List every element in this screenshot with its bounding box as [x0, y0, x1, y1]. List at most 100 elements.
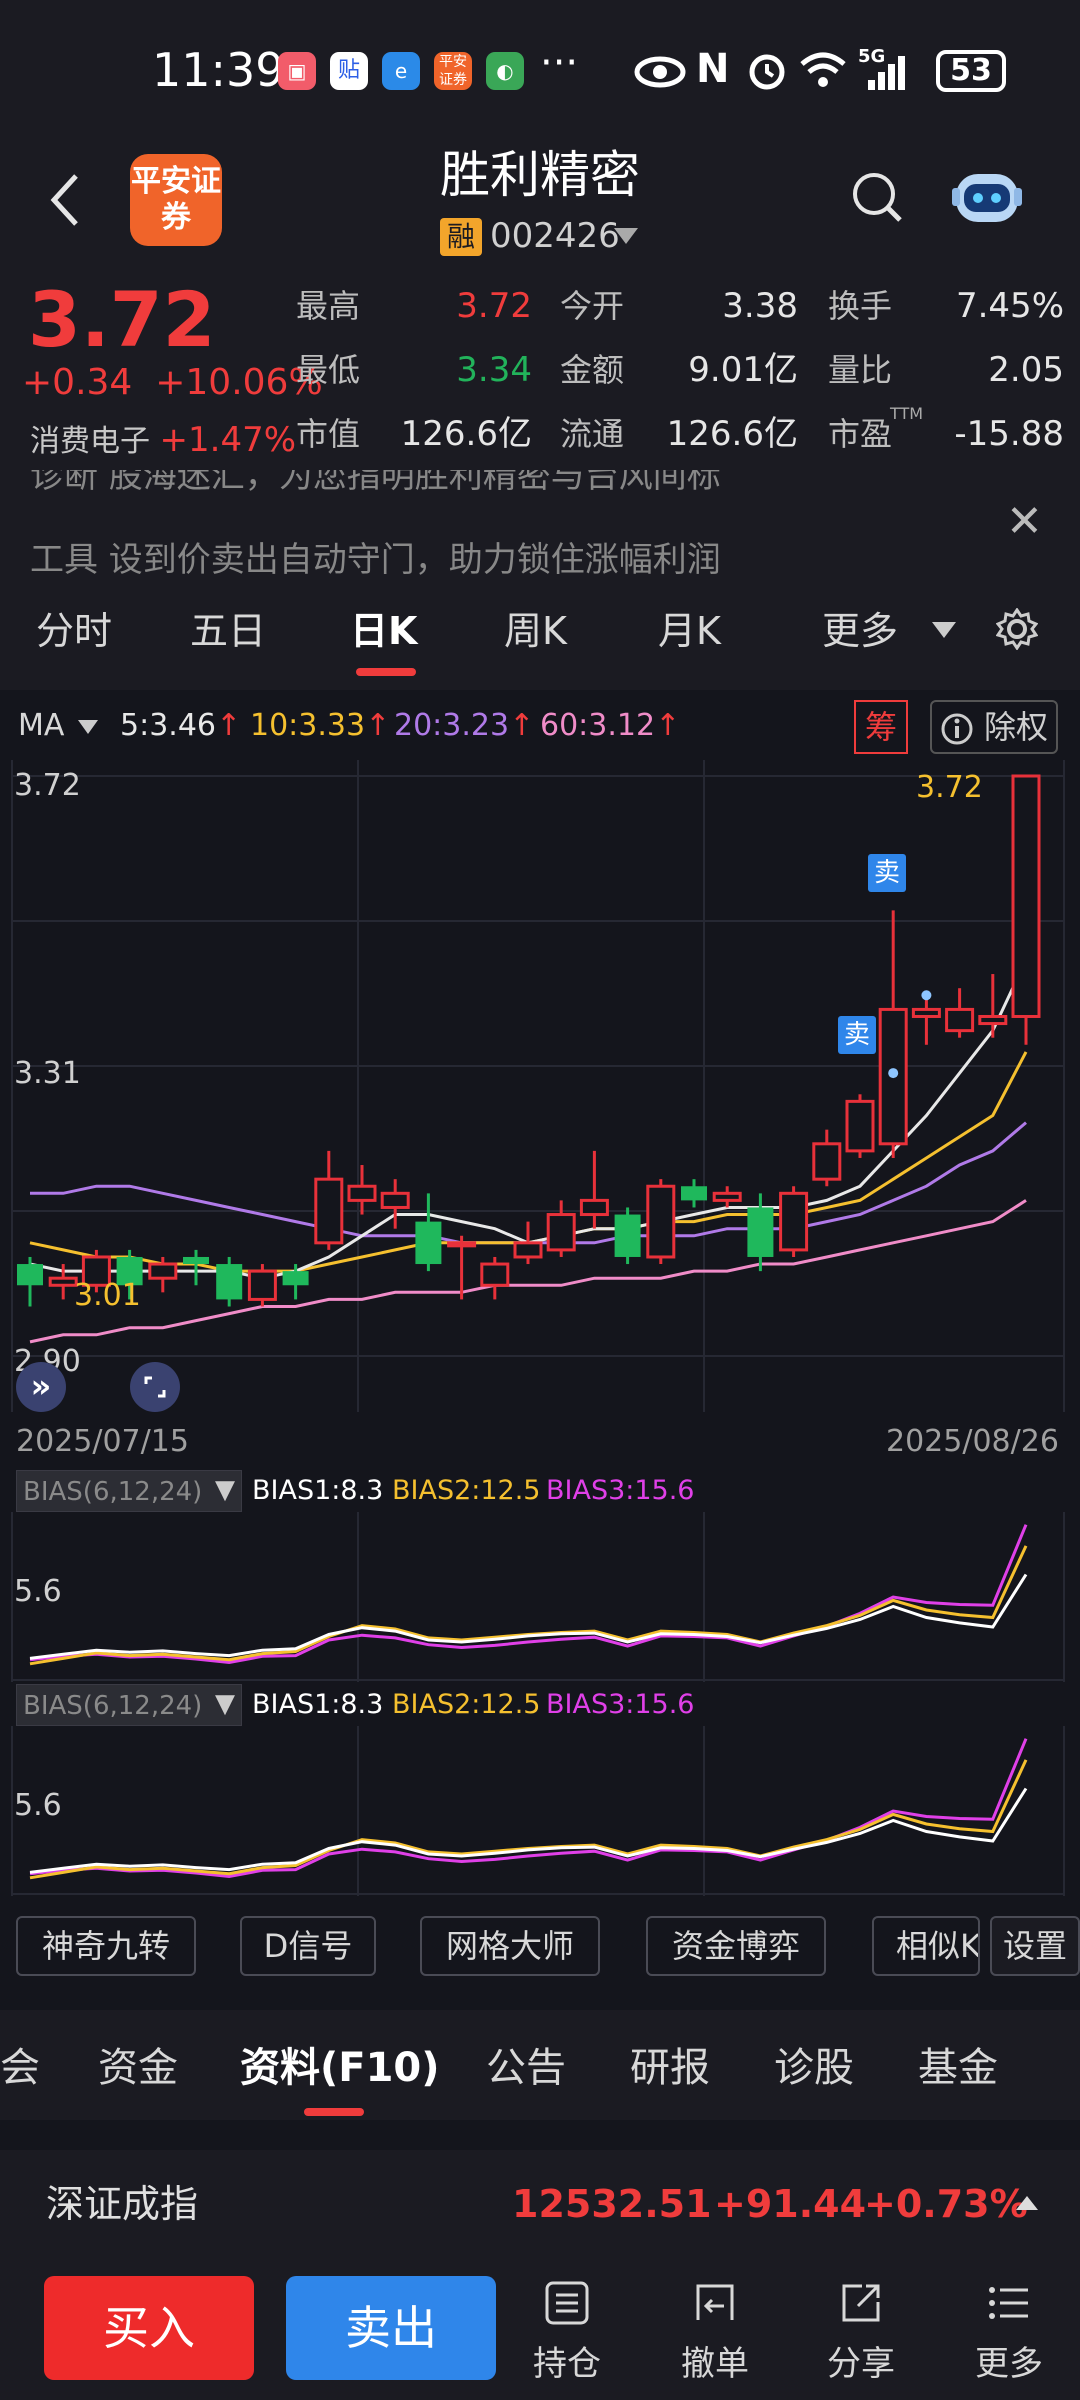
- notification-chart-icon: ◐: [486, 52, 524, 90]
- margin-badge: 融: [440, 218, 482, 256]
- candle-body: [116, 1256, 143, 1286]
- sell-button[interactable]: 卖出: [286, 2276, 496, 2380]
- holdings-icon: [545, 2281, 589, 2325]
- back-icon[interactable]: [46, 170, 86, 230]
- bias-indicator-selector[interactable]: BIAS(6,12,24) ▼: [16, 1684, 242, 1726]
- high-price-marker: 3.72: [916, 770, 983, 805]
- holdings-button[interactable]: 持仓: [512, 2280, 622, 2385]
- quote-value: 9.01亿: [688, 350, 798, 390]
- candle-body: [646, 1184, 676, 1259]
- buy-button[interactable]: 买入: [44, 2276, 254, 2380]
- quote-label: 市盈: [828, 415, 893, 453]
- end-date: 2025/08/26: [886, 1424, 1059, 1459]
- more-button[interactable]: 更多: [954, 2280, 1064, 2385]
- ma20-value: 20:3.23↑: [394, 708, 535, 743]
- sector-info[interactable]: 消费电子 +1.47%: [30, 420, 297, 460]
- tab-intraday[interactable]: 分时: [36, 609, 113, 653]
- share-button[interactable]: 分享: [806, 2280, 916, 2385]
- more-dropdown-icon[interactable]: [932, 622, 956, 638]
- tab-meeting[interactable]: 会: [0, 2045, 40, 2091]
- candle-body: [314, 1177, 344, 1245]
- last-price: 3.72: [28, 275, 216, 364]
- y-label-high: 3.72: [14, 768, 81, 803]
- wifi-icon: [800, 52, 846, 87]
- ma60-value: 60:3.12↑: [540, 708, 681, 743]
- quote-label: 换手: [828, 287, 893, 325]
- tab-diagnosis[interactable]: 诊股: [774, 2045, 854, 2091]
- tab-funds-product[interactable]: 基金: [918, 2045, 998, 2091]
- bias-y-label: 5.6: [14, 1788, 62, 1823]
- notification-app-icon: ▣: [278, 52, 316, 90]
- candle-body: [681, 1186, 707, 1201]
- tab-five-day[interactable]: 五日: [190, 609, 267, 653]
- ma10-value: 10:3.33↑: [250, 708, 391, 743]
- fullscreen-icon[interactable]: [130, 1362, 180, 1412]
- ma-label[interactable]: MA: [18, 708, 65, 743]
- expand-panel-icon[interactable]: »: [16, 1362, 66, 1412]
- notification-browser-icon: e: [382, 52, 420, 90]
- magic-nine-button[interactable]: 神奇九转: [16, 1916, 196, 1976]
- fund-game-button[interactable]: 资金博弈: [646, 1916, 826, 1976]
- bias3-value: BIAS3:15.6: [546, 1475, 695, 1506]
- index-name: 深证成指: [46, 2182, 199, 2226]
- tab-weekly-k[interactable]: 周K: [504, 609, 567, 653]
- active-tab-indicator: [304, 2108, 364, 2116]
- search-icon[interactable]: [850, 170, 904, 224]
- bias1-value: BIAS1:8.3: [252, 1689, 384, 1720]
- ma-dropdown-icon[interactable]: [78, 720, 98, 734]
- candle-body: [911, 1007, 941, 1018]
- d-signal-button[interactable]: D信号: [240, 1916, 376, 1976]
- tab-funds[interactable]: 资金: [98, 2045, 178, 2091]
- tab-more[interactable]: 更多: [822, 609, 899, 653]
- news-ticker[interactable]: 诊断 股海迷汇，为您指明胜利精密与台风间标 工具 设到价卖出自动守门，助力锁住涨…: [0, 470, 1080, 580]
- tab-announcements[interactable]: 公告: [486, 2045, 566, 2091]
- battery-icon: 53: [936, 50, 1006, 92]
- network-type: 5G: [858, 46, 886, 67]
- sell-signal-marker[interactable]: 卖: [868, 854, 906, 892]
- bias-chart[interactable]: [0, 1726, 1080, 1896]
- candle-body: [779, 1191, 809, 1252]
- sell-signal-marker[interactable]: 卖: [838, 1016, 876, 1054]
- tab-daily-k[interactable]: 日K: [350, 609, 418, 653]
- notification-pingan-icon: 平安 证券: [434, 52, 472, 90]
- stock-name: 胜利精密: [440, 146, 640, 204]
- candle-body: [614, 1214, 641, 1257]
- candlestick-chart[interactable]: [0, 760, 1080, 1420]
- candle-body: [216, 1264, 243, 1300]
- quote-value: 3.38: [722, 286, 798, 326]
- candle-body: [247, 1269, 277, 1301]
- gear-icon[interactable]: [996, 608, 1038, 650]
- grid-master-button[interactable]: 网格大师: [420, 1916, 600, 1976]
- index-value: 12532.51: [512, 2182, 712, 2226]
- candle-body: [945, 1007, 975, 1033]
- candle-body: [282, 1271, 309, 1286]
- signal-dot: [888, 1068, 899, 1079]
- candle-body: [415, 1221, 442, 1265]
- quote-label: 今开: [560, 287, 625, 325]
- bias-indicator-selector[interactable]: BIAS(6,12,24) ▼: [16, 1470, 242, 1512]
- tab-research[interactable]: 研报: [630, 2045, 710, 2091]
- expand-up-icon[interactable]: [1016, 2196, 1038, 2210]
- bias-chart[interactable]: [0, 1512, 1080, 1682]
- stock-code[interactable]: 002426: [490, 216, 620, 256]
- quote-label: 量比: [828, 351, 893, 389]
- bias1-line: [29, 1573, 1028, 1660]
- candle-body: [183, 1256, 209, 1265]
- robot-assistant-icon[interactable]: [952, 164, 1022, 230]
- tab-f10[interactable]: 资料(F10): [240, 2045, 440, 2091]
- index-ticker[interactable]: [0, 2150, 1080, 2260]
- news-line-2: 工具 设到价卖出自动守门，助力锁住涨幅利润: [30, 540, 721, 580]
- candle-body: [447, 1241, 477, 1248]
- tab-monthly-k[interactable]: 月K: [658, 609, 721, 653]
- cancel-order-button[interactable]: 撤单: [660, 2280, 770, 2385]
- bias3-line: [29, 1524, 1028, 1665]
- notification-tie-icon: 贴: [330, 52, 368, 90]
- ex-rights-button[interactable]: 除权: [930, 700, 1058, 754]
- settings-button[interactable]: 设置: [990, 1916, 1080, 1976]
- chip-distribution-button[interactable]: 筹: [854, 700, 908, 754]
- close-icon[interactable]: ✕: [1006, 496, 1043, 547]
- similar-k-button[interactable]: 相似K: [872, 1916, 980, 1976]
- code-dropdown-icon[interactable]: [614, 228, 638, 244]
- candle-body: [546, 1213, 576, 1252]
- broker-logo: 平安证券: [130, 154, 222, 246]
